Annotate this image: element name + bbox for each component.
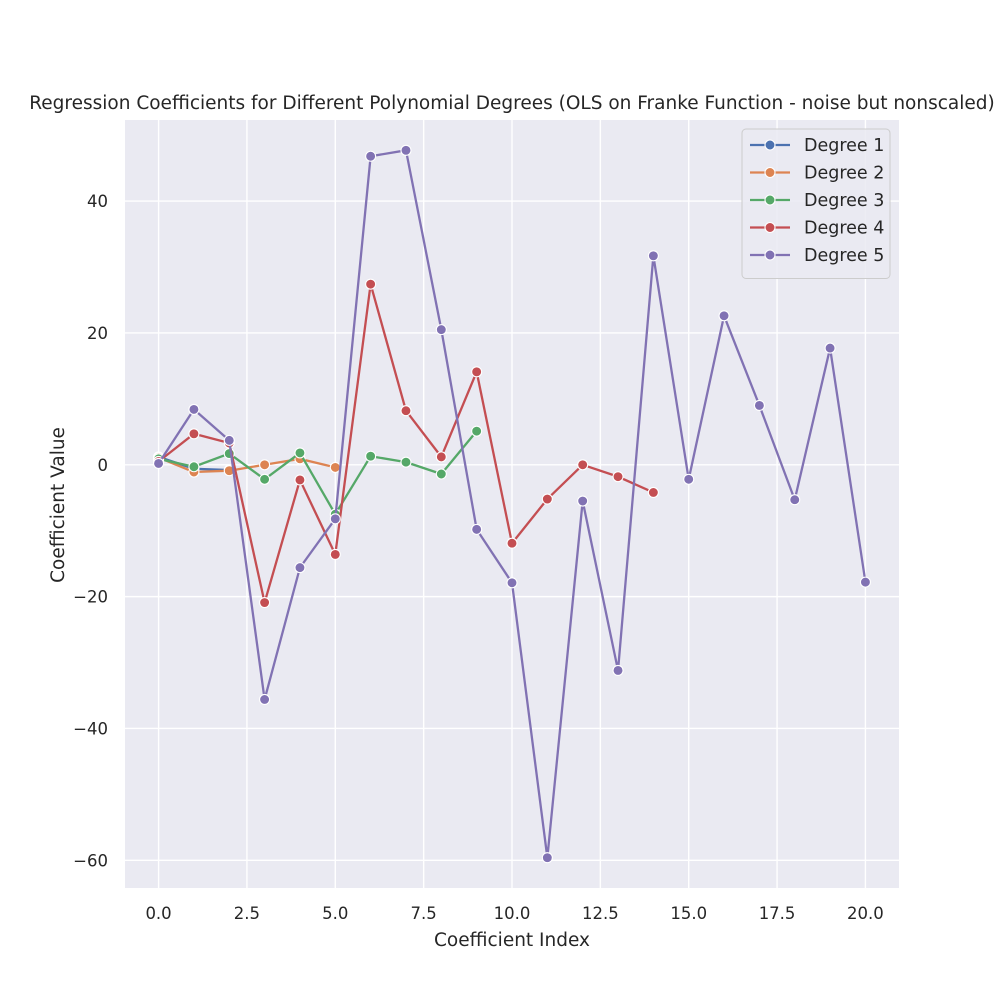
data-point xyxy=(329,461,341,473)
y-tick-label: −60 xyxy=(73,851,108,870)
data-point xyxy=(153,457,165,470)
data-point xyxy=(541,852,553,864)
data-point xyxy=(471,425,483,437)
legend-item: Degree 3 xyxy=(750,191,884,211)
legend-label: Degree 3 xyxy=(804,191,884,211)
y-tick-label: 40 xyxy=(87,192,108,211)
series-4 xyxy=(153,278,659,609)
x-tick-label: 17.5 xyxy=(759,904,796,923)
chart-title: Regression Coefficients for Different Po… xyxy=(29,93,994,114)
data-point xyxy=(577,495,589,507)
legend-item: Degree 2 xyxy=(750,164,884,184)
data-point xyxy=(435,451,447,463)
data-point xyxy=(365,278,377,290)
data-point xyxy=(612,471,624,483)
data-point xyxy=(400,405,412,417)
series-3 xyxy=(153,425,483,520)
y-axis-label: Coefficient Value xyxy=(48,427,69,583)
data-point xyxy=(329,548,341,560)
data-point xyxy=(683,473,695,485)
data-point xyxy=(365,450,377,462)
y-tick-label: 0 xyxy=(98,456,109,475)
x-tick-label: 7.5 xyxy=(411,904,437,923)
y-tick-label: −40 xyxy=(73,719,108,738)
y-tick-label: −20 xyxy=(73,588,108,607)
data-point xyxy=(259,459,271,471)
data-point xyxy=(647,486,659,499)
x-tick-label: 20.0 xyxy=(847,904,884,923)
legend-item: Degree 1 xyxy=(750,136,884,156)
data-point xyxy=(259,693,271,706)
data-point xyxy=(259,597,271,609)
data-point xyxy=(223,434,235,446)
x-tick-label: 0.0 xyxy=(145,904,171,923)
tick-labels: 0.0 2.5 5.0 7.5 10.0 12.5 15.0 17.5 20.0 −60 −40 −2… xyxy=(73,192,884,923)
data-point xyxy=(435,324,447,336)
legend-label: Degree 4 xyxy=(804,219,884,239)
data-point xyxy=(400,456,412,468)
data-point xyxy=(188,428,200,440)
data-point xyxy=(471,523,483,535)
legend-box xyxy=(741,128,891,279)
data-point xyxy=(577,459,589,471)
legend-swatch-marker xyxy=(764,221,776,234)
x-tick-label: 10.0 xyxy=(494,904,531,923)
data-point xyxy=(188,403,200,415)
data-point xyxy=(824,342,836,354)
x-axis-label: Coefficient Index xyxy=(434,930,590,951)
data-point xyxy=(506,577,518,589)
x-tick-label: 12.5 xyxy=(582,904,619,923)
data-point xyxy=(365,150,377,162)
data-point xyxy=(647,250,659,262)
data-point xyxy=(789,494,801,506)
legend-swatch-marker xyxy=(764,194,776,206)
data-point xyxy=(294,447,306,459)
legend-item: Degree 5 xyxy=(750,246,884,266)
legend-swatch-marker xyxy=(764,139,776,151)
legend-item: Degree 4 xyxy=(750,219,884,239)
data-point xyxy=(471,366,483,378)
data-point xyxy=(294,562,306,574)
data-point xyxy=(294,474,306,486)
data-point xyxy=(400,144,412,156)
x-tick-label: 2.5 xyxy=(234,904,260,923)
series-5 xyxy=(153,144,871,864)
data-point xyxy=(753,399,765,411)
x-tick-label: 5.0 xyxy=(322,904,348,923)
legend-swatch-marker xyxy=(764,249,776,261)
data-point xyxy=(188,461,200,473)
legend-label: Degree 5 xyxy=(804,246,884,266)
data-point xyxy=(435,468,447,480)
data-point xyxy=(259,473,271,485)
legend: Degree 1 Degree 2 Degree 3 Degree 4 Degree 5 xyxy=(741,128,891,279)
data-point xyxy=(541,493,553,505)
series-layer xyxy=(153,144,871,864)
series-line xyxy=(158,430,478,516)
legend-label: Degree 1 xyxy=(804,136,884,156)
data-point xyxy=(329,513,341,525)
legend-swatch-marker xyxy=(764,166,776,179)
data-point xyxy=(506,537,518,549)
legend-label: Degree 2 xyxy=(804,164,884,184)
x-tick-label: 15.0 xyxy=(670,904,707,923)
data-point xyxy=(859,576,871,588)
data-point xyxy=(612,664,624,677)
data-point xyxy=(718,310,730,322)
y-tick-label: 20 xyxy=(87,324,108,343)
